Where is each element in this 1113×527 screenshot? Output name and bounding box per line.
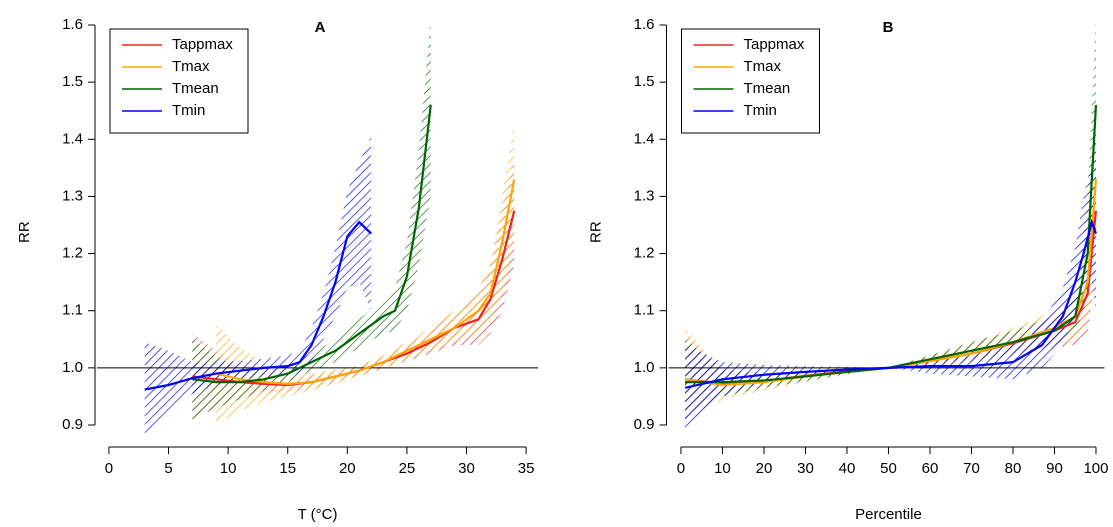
legend-label: Tmax [172,58,210,75]
series-line [215,179,516,385]
confidence-band [685,136,1096,431]
legend-box [109,28,249,134]
y-axis-title: RR [16,221,33,243]
y-tick-label: 1.5 [634,73,655,90]
y-tick-label: 1.6 [62,16,83,33]
chart-title: B [883,19,894,36]
y-tick-label: 0.9 [62,416,83,433]
y-tick-label: 1.4 [62,130,83,147]
y-tick-label: 1.1 [634,302,655,319]
x-tick-label: 15 [279,460,296,477]
x-tick-label: 35 [518,460,535,477]
y-tick-label: 1.3 [634,187,655,204]
x-tick-label: 30 [797,460,814,477]
x-tick-label: 70 [963,460,980,477]
x-tick-label: 80 [1005,460,1022,477]
x-tick-label: 20 [756,460,773,477]
x-tick-label: 60 [922,460,939,477]
x-axis-title: T (°C) [298,506,338,523]
x-tick-label: 10 [220,460,237,477]
x-tick-label: 20 [339,460,356,477]
series-line [192,104,432,384]
x-tick-label: 0 [105,460,113,477]
legend-label: Tappmax [172,36,233,53]
x-tick-label: 0 [677,460,685,477]
x-tick-label: 100 [1083,460,1108,477]
x-tick-label: 5 [164,460,172,477]
confidence-band [144,136,372,434]
legend-label: Tmin [744,102,777,119]
chart-title: A [315,19,326,36]
y-tick-label: 1.2 [634,245,655,262]
y-tick-label: 1.5 [62,73,83,90]
y-tick-label: 1.4 [634,130,655,147]
series-line [685,104,1098,384]
legend-label: Tmean [744,80,791,97]
legend-box [681,28,820,134]
x-tick-label: 25 [399,460,416,477]
x-tick-label: 10 [714,460,731,477]
y-tick-label: 1.0 [62,359,83,376]
legend-label: Tmean [172,80,219,97]
legend-label: Tmin [172,102,205,119]
confidence-band [192,19,431,420]
y-tick-label: 1.1 [62,302,83,319]
y-tick-label: 1.2 [62,245,83,262]
x-tick-label: 50 [880,460,897,477]
x-axis-title: Percentile [855,506,922,523]
legend-label: Tappmax [744,36,805,53]
y-tick-label: 1.3 [62,187,83,204]
x-tick-label: 90 [1046,460,1063,477]
y-tick-label: 1.0 [634,359,655,376]
y-axis-title: RR [587,221,604,243]
y-tick-label: 1.6 [634,16,655,33]
series-line [684,218,1098,389]
series-line [144,220,372,391]
y-tick-label: 0.9 [634,416,655,433]
legend-label: Tmax [744,58,782,75]
x-tick-label: 40 [839,460,856,477]
x-tick-label: 30 [458,460,475,477]
